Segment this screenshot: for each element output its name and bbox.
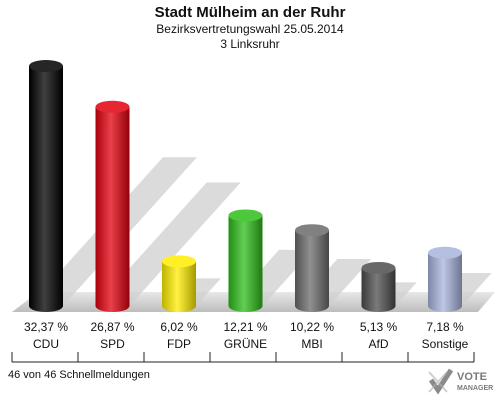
bar-afd — [361, 267, 396, 312]
bar-top — [29, 60, 63, 72]
bar-spd — [95, 106, 130, 312]
value-labels: 32,37 % 26,87 % 6,02 % 12,21 % 10,22 % 5,13 %… — [24, 320, 464, 334]
bar-cdu — [29, 66, 63, 312]
footer-status: 46 von 46 Schnellmeldungen — [8, 369, 150, 381]
value-label: 10,22 % — [290, 320, 334, 334]
bar-mbi — [295, 230, 329, 312]
bar-sonstige — [428, 252, 462, 312]
bar-fdp — [162, 261, 196, 312]
value-label: 6,02 % — [160, 320, 198, 334]
chart-title: Stadt Mülheim an der Ruhr — [154, 4, 346, 21]
bars — [29, 60, 462, 312]
category-label: SPD — [100, 337, 125, 351]
chart-district: 3 Linksruhr — [220, 37, 280, 51]
category-label: AfD — [368, 337, 388, 351]
bar-top — [295, 224, 329, 237]
value-label: 7,18 % — [426, 320, 464, 334]
value-label: 26,87 % — [90, 320, 134, 334]
logo-line1: VOTE — [457, 371, 487, 383]
bar-top — [228, 209, 263, 222]
value-label: 5,13 % — [360, 320, 398, 334]
bar-top — [95, 100, 130, 113]
category-label: FDP — [167, 337, 191, 351]
chart-subtitle: Bezirksvertretungswahl 25.05.2014 — [156, 22, 344, 36]
bar-top — [361, 261, 396, 274]
votemanager-logo: VOTE MANAGER — [428, 368, 493, 395]
category-label: GRÜNE — [224, 337, 267, 351]
bar-grüne — [228, 215, 263, 312]
logo-line2: MANAGER — [457, 385, 493, 392]
bar-shadow — [95, 182, 241, 306]
value-label: 12,21 % — [223, 320, 267, 334]
category-axis: CDU SPD FDP GRÜNE MBI AfD Sonstige — [11, 337, 475, 363]
category-label: Sonstige — [422, 337, 469, 351]
bar-top — [162, 255, 196, 268]
chart-header: Stadt Mülheim an der Ruhr Bezirksvertret… — [0, 3, 500, 52]
checkmark-icon — [428, 368, 454, 395]
category-label: CDU — [33, 337, 59, 351]
category-label: MBI — [301, 337, 322, 351]
bar-top — [428, 246, 462, 259]
value-label: 32,37 % — [24, 320, 68, 334]
